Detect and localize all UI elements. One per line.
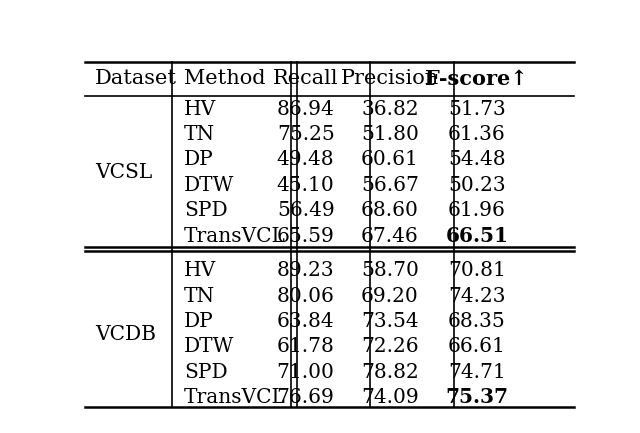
Text: DP: DP bbox=[184, 312, 214, 331]
Text: 61.96: 61.96 bbox=[448, 201, 506, 220]
Text: 66.51: 66.51 bbox=[445, 226, 508, 246]
Text: SPD: SPD bbox=[184, 201, 228, 220]
Text: 74.71: 74.71 bbox=[448, 362, 506, 381]
Text: 80.06: 80.06 bbox=[276, 287, 335, 306]
Text: 63.84: 63.84 bbox=[277, 312, 335, 331]
Text: 74.23: 74.23 bbox=[448, 287, 506, 306]
Text: 69.20: 69.20 bbox=[361, 287, 419, 306]
Text: Precision: Precision bbox=[341, 69, 439, 88]
Text: 75.37: 75.37 bbox=[445, 388, 508, 407]
Text: 60.61: 60.61 bbox=[361, 151, 419, 169]
Text: HV: HV bbox=[184, 100, 216, 119]
Text: TN: TN bbox=[184, 287, 215, 306]
Text: 71.00: 71.00 bbox=[276, 362, 335, 381]
Text: 68.35: 68.35 bbox=[448, 312, 506, 331]
Text: 78.82: 78.82 bbox=[361, 362, 419, 381]
Text: Dataset: Dataset bbox=[95, 69, 177, 88]
Text: TN: TN bbox=[184, 125, 215, 144]
Text: TransVCL: TransVCL bbox=[184, 388, 286, 407]
Text: DTW: DTW bbox=[184, 176, 234, 195]
Text: 72.26: 72.26 bbox=[361, 337, 419, 356]
Text: TransVCL: TransVCL bbox=[184, 226, 286, 246]
Text: 58.70: 58.70 bbox=[361, 261, 419, 280]
Text: 56.49: 56.49 bbox=[277, 201, 335, 220]
Text: F-score↑: F-score↑ bbox=[426, 69, 528, 89]
Text: 61.36: 61.36 bbox=[448, 125, 506, 144]
Text: 56.67: 56.67 bbox=[361, 176, 419, 195]
Text: DTW: DTW bbox=[184, 337, 234, 356]
Text: 89.23: 89.23 bbox=[277, 261, 335, 280]
Text: VCDB: VCDB bbox=[95, 324, 156, 343]
Text: 49.48: 49.48 bbox=[277, 151, 335, 169]
Text: 51.73: 51.73 bbox=[448, 100, 506, 119]
Text: 65.59: 65.59 bbox=[276, 226, 335, 246]
Text: 36.82: 36.82 bbox=[361, 100, 419, 119]
Text: VCSL: VCSL bbox=[95, 163, 152, 182]
Text: 67.46: 67.46 bbox=[361, 226, 419, 246]
Text: 68.60: 68.60 bbox=[361, 201, 419, 220]
Text: 74.09: 74.09 bbox=[361, 388, 419, 407]
Text: Recall: Recall bbox=[273, 69, 339, 88]
Text: 50.23: 50.23 bbox=[448, 176, 506, 195]
Text: 61.78: 61.78 bbox=[276, 337, 335, 356]
Text: 75.25: 75.25 bbox=[277, 125, 335, 144]
Text: 86.94: 86.94 bbox=[277, 100, 335, 119]
Text: SPD: SPD bbox=[184, 362, 228, 381]
Text: HV: HV bbox=[184, 261, 216, 280]
Text: 76.69: 76.69 bbox=[276, 388, 335, 407]
Text: 51.80: 51.80 bbox=[361, 125, 419, 144]
Text: 54.48: 54.48 bbox=[448, 151, 506, 169]
Text: 66.61: 66.61 bbox=[448, 337, 506, 356]
Text: 70.81: 70.81 bbox=[448, 261, 506, 280]
Text: Method: Method bbox=[184, 69, 266, 88]
Text: DP: DP bbox=[184, 151, 214, 169]
Text: 45.10: 45.10 bbox=[277, 176, 335, 195]
Text: 73.54: 73.54 bbox=[361, 312, 419, 331]
